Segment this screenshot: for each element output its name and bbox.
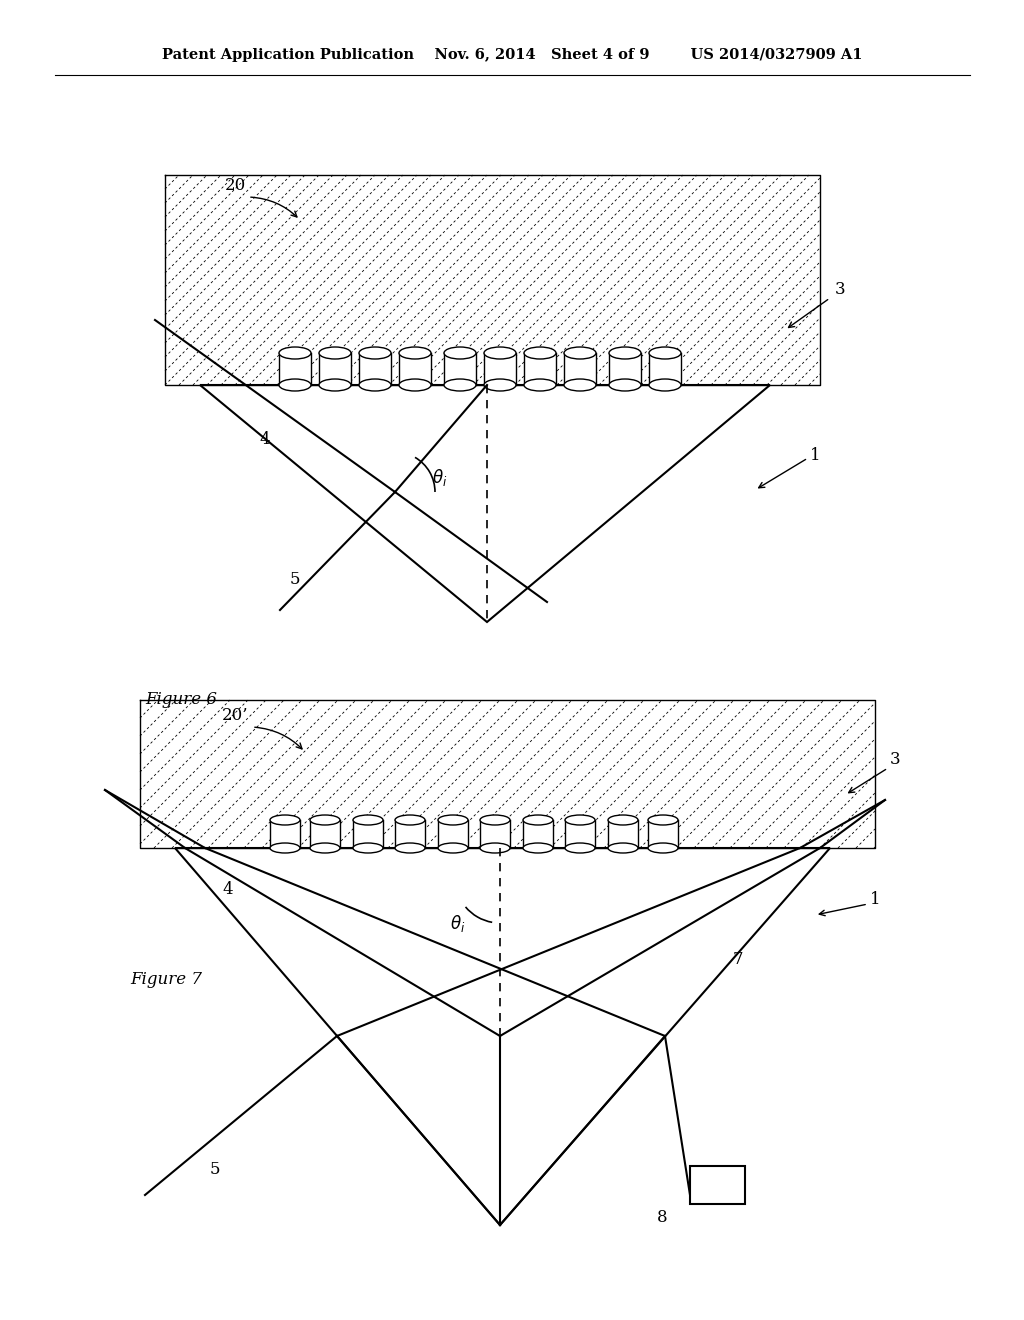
Polygon shape [444,352,476,385]
Ellipse shape [524,379,556,391]
Polygon shape [564,352,596,385]
Polygon shape [353,820,383,847]
Polygon shape [395,820,425,847]
Ellipse shape [564,347,596,359]
Ellipse shape [310,843,340,853]
Ellipse shape [523,843,553,853]
Ellipse shape [648,814,678,825]
Ellipse shape [565,843,595,853]
Ellipse shape [524,347,556,359]
Text: 4: 4 [260,432,270,449]
Ellipse shape [480,814,510,825]
Ellipse shape [395,843,425,853]
Text: 1: 1 [869,891,881,908]
Ellipse shape [270,843,300,853]
Ellipse shape [359,379,391,391]
Ellipse shape [608,843,638,853]
Ellipse shape [438,814,468,825]
Polygon shape [523,820,553,847]
Polygon shape [359,352,391,385]
Ellipse shape [395,814,425,825]
Text: 5: 5 [210,1162,220,1179]
Text: $\theta_i$: $\theta_i$ [432,466,447,487]
Ellipse shape [270,814,300,825]
Ellipse shape [319,347,351,359]
Polygon shape [200,385,770,622]
Polygon shape [608,820,638,847]
Ellipse shape [279,379,311,391]
Ellipse shape [523,814,553,825]
Polygon shape [270,820,300,847]
Ellipse shape [608,814,638,825]
Polygon shape [484,352,516,385]
Ellipse shape [444,347,476,359]
Polygon shape [609,352,641,385]
Polygon shape [649,352,681,385]
Text: Figure 7: Figure 7 [130,972,202,989]
Polygon shape [175,847,830,1225]
Ellipse shape [609,379,641,391]
Text: 5: 5 [290,572,300,589]
Ellipse shape [310,814,340,825]
Text: 1: 1 [810,446,820,463]
Text: $\theta_i$: $\theta_i$ [451,912,466,933]
Text: 7: 7 [733,952,743,969]
Ellipse shape [484,379,516,391]
Text: 3: 3 [890,751,900,768]
Ellipse shape [438,843,468,853]
Text: Figure 6: Figure 6 [145,692,217,709]
Ellipse shape [564,379,596,391]
Text: 3: 3 [835,281,846,298]
Ellipse shape [649,347,681,359]
Polygon shape [648,820,678,847]
Polygon shape [524,352,556,385]
Ellipse shape [319,379,351,391]
Text: 20: 20 [224,177,246,194]
Ellipse shape [480,843,510,853]
Text: 20’: 20’ [221,706,248,723]
Polygon shape [279,352,311,385]
Ellipse shape [649,379,681,391]
Ellipse shape [565,814,595,825]
Ellipse shape [444,379,476,391]
Ellipse shape [399,347,431,359]
Text: 8: 8 [656,1209,668,1226]
Text: 4: 4 [222,882,233,899]
Polygon shape [690,1166,745,1204]
Polygon shape [310,820,340,847]
Polygon shape [565,820,595,847]
Polygon shape [319,352,351,385]
Ellipse shape [484,347,516,359]
Ellipse shape [399,379,431,391]
Ellipse shape [279,347,311,359]
Polygon shape [438,820,468,847]
Polygon shape [399,352,431,385]
Ellipse shape [353,814,383,825]
Ellipse shape [359,347,391,359]
Ellipse shape [353,843,383,853]
Text: Patent Application Publication    Nov. 6, 2014   Sheet 4 of 9        US 2014/032: Patent Application Publication Nov. 6, 2… [162,48,862,62]
Polygon shape [480,820,510,847]
Ellipse shape [609,347,641,359]
Ellipse shape [648,843,678,853]
